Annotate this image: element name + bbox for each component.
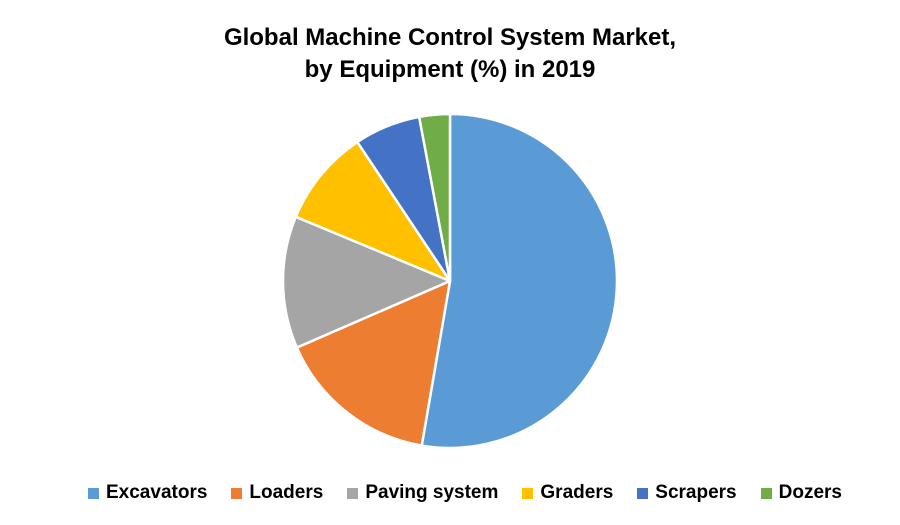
pie-slice-graders: [294, 140, 452, 283]
legend-swatch-loaders: [231, 487, 243, 499]
legend-item-scrapers: Scrapers: [637, 482, 737, 504]
pie-slice-excavators: [420, 112, 619, 450]
legend-swatch-dozers: [760, 487, 772, 499]
legend-label-scrapers: Scrapers: [655, 482, 737, 503]
legend-label-dozers: Dozers: [778, 482, 842, 503]
legend-item-graders: Graders: [522, 482, 613, 504]
legend-swatch-graders: [522, 487, 534, 499]
legend-swatch-excavators: [88, 487, 99, 499]
chart-title-line-2: by Equipment (%) in 2019: [304, 56, 596, 83]
legend-swatch-scrapers: [637, 487, 649, 499]
legend-item-paving-system: Paving system: [347, 482, 498, 504]
legend-item-loaders: Loaders: [231, 482, 323, 504]
pie-plot-area: [281, 112, 619, 450]
pie-slice-paving-system: [281, 215, 452, 349]
chart-title: Global Machine Control System Market, by…: [0, 22, 900, 86]
legend-label-loaders: Loaders: [249, 482, 324, 503]
pie-slice-dozers: [417, 112, 452, 283]
legend-swatch-paving-system: [347, 487, 359, 499]
legend-label-excavators: Excavators: [106, 482, 208, 503]
legend-label-paving-system: Paving system: [365, 482, 499, 503]
legend-item-excavators: Excavators: [88, 482, 207, 504]
legend-item-dozers: Dozers: [760, 482, 842, 504]
chart-legend: Excavators Loaders Paving system Graders Scr…: [0, 479, 900, 507]
legend-label-graders: Graders: [540, 482, 614, 503]
pie-slice-loaders: [295, 279, 452, 447]
chart-title-line-1: Global Machine Control System Market,: [223, 24, 677, 51]
